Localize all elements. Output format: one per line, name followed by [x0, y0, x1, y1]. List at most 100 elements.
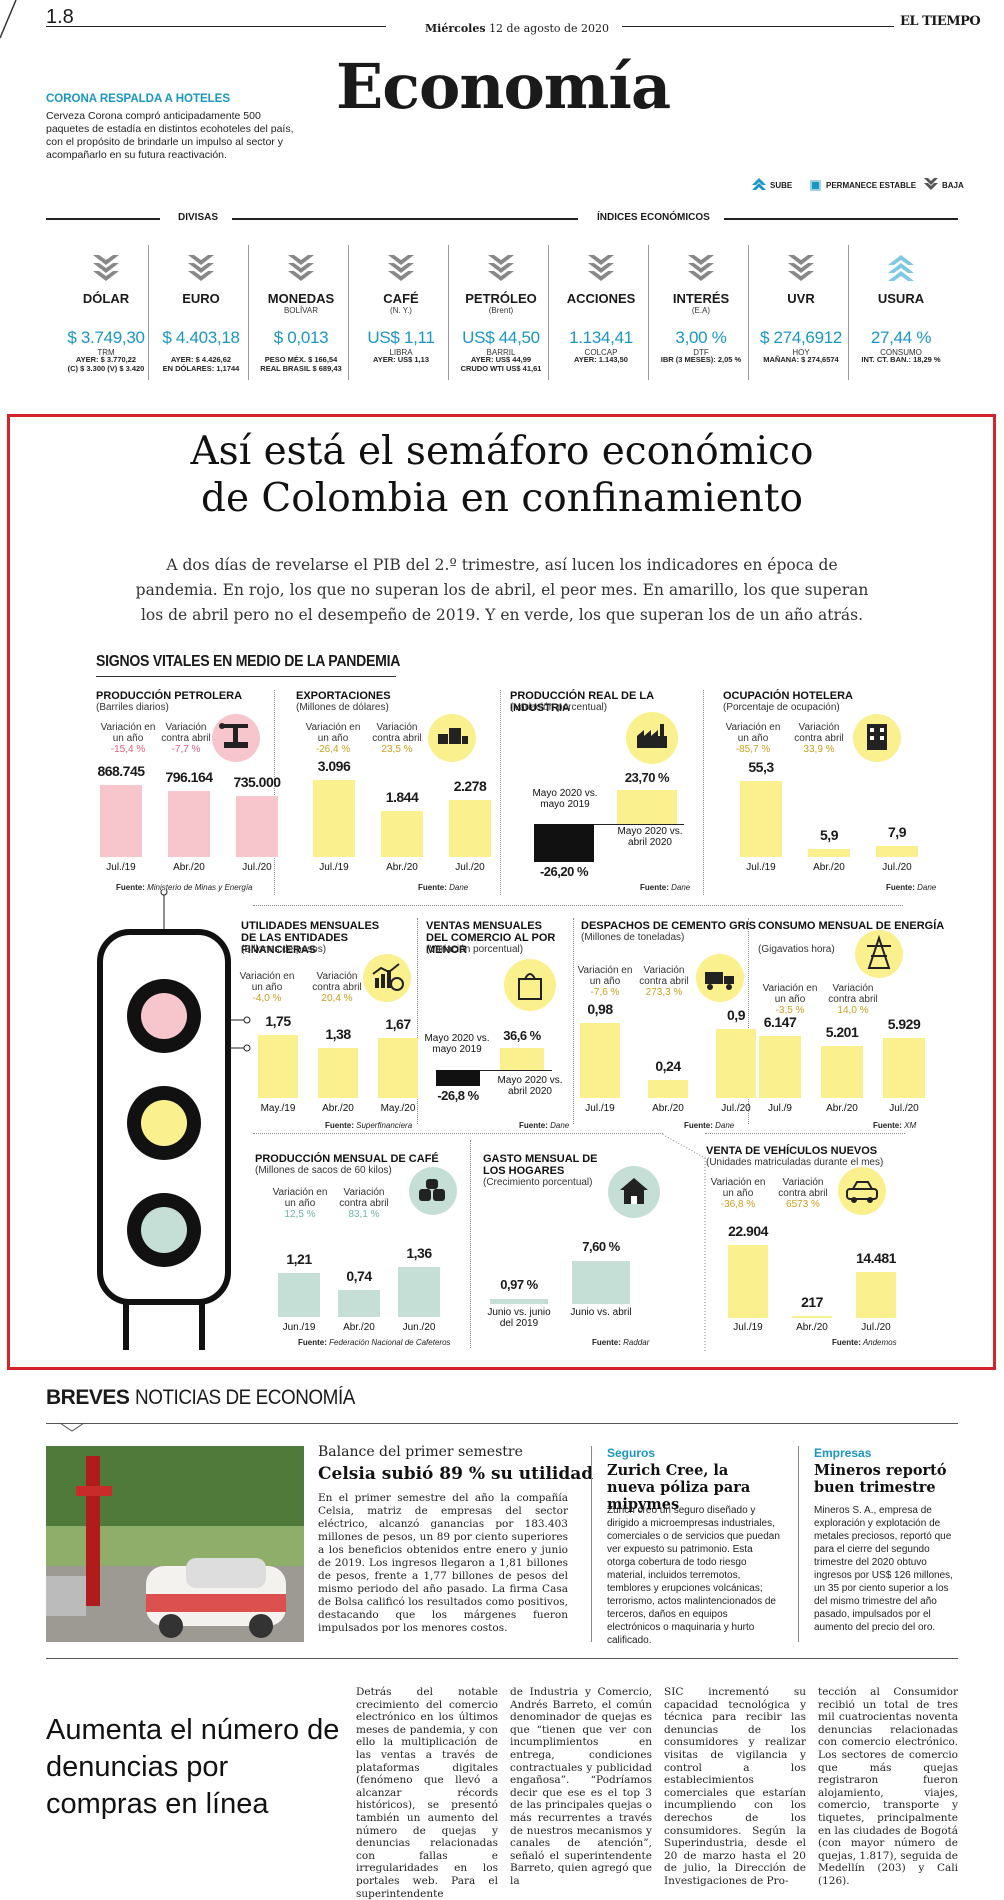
chart-source: Fuente: Ministerio de Minas y Energía — [116, 883, 253, 892]
chart-subtitle: (Porcentaje de ocupación) — [723, 702, 840, 713]
source-name: Dane — [547, 1121, 570, 1130]
bar-category: Junio vs. junio del 2019 — [487, 1307, 551, 1329]
indicator-value: 27,44 % — [870, 328, 932, 347]
footnote-line: (C) $ 3.300 (V) $ 3.420 — [67, 364, 145, 373]
footnote-line: REAL BRASIL $ 689,43 — [260, 364, 342, 373]
var-april-value: 83,1 % — [348, 1209, 380, 1220]
main-title: Celsia subió 89 % su utilidad — [318, 1464, 594, 1484]
var-year-value: 12,5 % — [284, 1209, 316, 1220]
bar-1 — [648, 1079, 688, 1098]
bottom-headline: Aumenta el número de denuncias por compr… — [46, 1714, 340, 1820]
var-year-label: Variación en un año — [710, 1177, 766, 1199]
bar-value: 7,60 % — [582, 1239, 620, 1255]
page-date: Miércoles 12 de agosto de 2020 — [425, 22, 610, 35]
indicator-separator — [548, 245, 549, 380]
bar-0 — [740, 781, 782, 857]
up-arrow-icon — [752, 178, 766, 190]
indicator-value: 3,00 % — [675, 328, 727, 347]
breves-header: BREVES NOTICIAS DE ECONOMÍA — [46, 1386, 355, 1409]
var-year-value: -15,4 % — [110, 744, 146, 755]
bar-1 — [500, 1048, 544, 1070]
indicator-3: CAFÉ (N. Y.) US$ 1,11 LIBRA AYER: US$ 1,13 — [351, 255, 451, 364]
var-april-label: Variación contra abril — [339, 1187, 389, 1209]
var-april-value: 23,5 % — [381, 744, 413, 755]
var-year-value: -4,0 % — [252, 993, 282, 1004]
var-year: Variación en un año -85,7 % — [723, 722, 783, 755]
bar-0 — [534, 824, 594, 862]
var-year: Variación en un año -15,4 % — [98, 722, 158, 755]
chart-subtitle: (Millones de sacos de 60 kilos) — [255, 1165, 392, 1176]
indicator-value: US$ 44,50 — [462, 328, 540, 347]
source-name: Dane — [712, 1121, 735, 1130]
indicator-separator — [848, 245, 849, 380]
var-april-value: 6573 % — [786, 1199, 820, 1210]
chart-axis — [436, 1070, 552, 1071]
infographic-intro: A dos días de revelarse el PIB del 2.º t… — [135, 556, 869, 624]
car-icon — [838, 1167, 886, 1215]
building-icon — [853, 714, 901, 762]
bar-category: Abr./20 — [386, 862, 418, 873]
bar-value: 1,75 — [265, 1013, 291, 1029]
indicator-sub: (Brent) — [488, 306, 514, 315]
col2-title: Zurich Cree, la nueva póliza para mipyme… — [607, 1462, 751, 1513]
indicator-1: EURO $ 4.403,18 AYER: $ 4.426,62 EN DÓLARES… — [151, 255, 251, 373]
indicator-unit: CONSUMO — [880, 348, 922, 357]
var-april: Variación contra abril -7,7 % — [155, 722, 217, 755]
infographic-title: Así está el semáforo económico de Colomb… — [190, 429, 814, 521]
bar-2 — [378, 1037, 418, 1098]
var-year-value: -36,8 % — [720, 1199, 756, 1210]
bar-category: Jul./9 — [768, 1103, 792, 1114]
bar-value: 1,38 — [325, 1026, 351, 1043]
sacks-icon — [409, 1167, 457, 1215]
source-name: Andemos — [860, 1338, 897, 1347]
teaser-text: Cerveza Corona compró anticipadamente 50… — [46, 110, 294, 161]
var-april-label: Variación contra abril — [828, 983, 878, 1005]
bar-category: Jul./20 — [455, 862, 485, 873]
indicator-footnote: MAÑANA: $ 274,6574 — [751, 355, 851, 364]
source-label: Fuente: — [116, 883, 145, 892]
bar-value: 14.481 — [856, 1249, 896, 1266]
bar-1 — [168, 790, 210, 857]
bar-value: 796.164 — [165, 768, 213, 785]
bar-value: 23,70 % — [624, 769, 670, 785]
separator-diagonal — [660, 1133, 706, 1353]
bar-value: 5.929 — [887, 1016, 921, 1033]
footnote-line: CRUDO WTI US$ 41,61 — [460, 364, 542, 373]
chart-subtitle: (Millones de toneladas) — [581, 932, 685, 943]
chart-axis — [534, 824, 684, 825]
chart-source: Fuente: Andemos — [832, 1338, 897, 1347]
bar-category: Abr./20 — [826, 1103, 858, 1114]
indicator-value: $ 274,6912 — [759, 328, 843, 347]
chart-source: Fuente: Dane — [684, 1121, 734, 1130]
indicator-separator — [248, 245, 249, 380]
infographic-frame — [7, 414, 996, 1370]
source-name: Dane — [668, 883, 691, 892]
var-april-value: 273,3 % — [645, 987, 683, 998]
var-year-label: Variación en un año — [272, 1187, 328, 1209]
indicator-6: INTERÉS (E.A) 3,00 % DTF IBR (3 MESES): 2,05… — [651, 255, 751, 364]
chart-source: Fuente: Federación Nacional de Cafeteros — [298, 1338, 451, 1347]
var-april: Variación contra abril 273,3 % — [633, 965, 695, 998]
bar-2 — [883, 1038, 925, 1098]
var-april-label: Variación contra abril — [778, 1177, 828, 1199]
bar-0 — [436, 1070, 480, 1087]
source-name: Dane — [914, 883, 937, 892]
bar-value: 55,3 — [748, 759, 774, 775]
var-april-label: Variación contra abril — [639, 965, 689, 987]
bar-category: Mayo 2020 vs. abril 2020 — [617, 826, 683, 848]
bar-value: 0,97 % — [500, 1276, 538, 1292]
bar-category: Jul./19 — [733, 1322, 763, 1333]
bar-value: 0,74 — [346, 1267, 372, 1284]
bar-0 — [278, 1272, 320, 1317]
indicator-sub — [851, 306, 951, 316]
indicator-sub — [151, 306, 251, 316]
source-label: Fuente: — [519, 1121, 548, 1130]
section-title: Economía — [336, 50, 671, 123]
footnote-line: AYER: $ 3.770,22 — [75, 355, 137, 364]
bar-category: May./19 — [260, 1103, 296, 1114]
bar-category: Abr./20 — [173, 862, 205, 873]
bar-1 — [808, 848, 850, 857]
indicator-name: INTERÉS — [672, 291, 730, 306]
legend-down: BAJA — [942, 181, 964, 190]
down-trend-icon — [651, 255, 751, 285]
